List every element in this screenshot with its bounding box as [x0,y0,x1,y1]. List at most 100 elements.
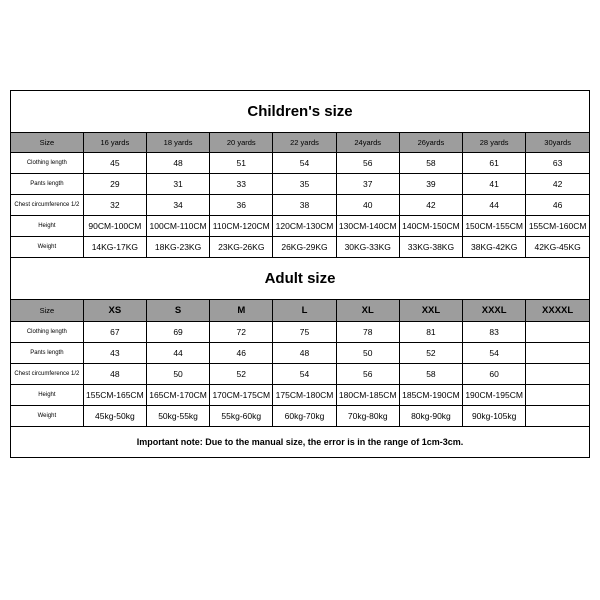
cell: 42 [526,174,589,195]
cell: 60kg-70kg [273,406,336,427]
cell: 56 [336,364,399,385]
row-label: Pants length [11,343,83,364]
cell: 170CM-175CM [210,385,273,406]
cell: 67 [83,322,146,343]
cell: 58 [399,153,462,174]
table-row: Chest circumference 1/2 32 34 36 38 40 4… [11,195,589,216]
children-title: Children's size [11,91,589,133]
table-row: Clothing length 45 48 51 54 56 58 61 63 [11,153,589,174]
size-chart-outer: Children's size Size 16 yards 18 yards 2… [10,90,590,458]
cell: 46 [210,343,273,364]
cell: 51 [210,153,273,174]
children-table: Size 16 yards 18 yards 20 yards 22 yards… [11,133,589,258]
cell [526,343,589,364]
children-h-1: 16 yards [83,133,146,153]
adult-header-row: Size XS S M L XL XXL XXXL XXXXL [11,300,589,322]
cell: 110CM-120CM [210,216,273,237]
row-label: Chest circumference 1/2 [11,195,83,216]
cell: 30KG-33KG [336,237,399,258]
cell: 175CM-180CM [273,385,336,406]
row-label: Weight [11,406,83,427]
adult-h-1: XS [83,300,146,322]
cell: 81 [399,322,462,343]
cell: 29 [83,174,146,195]
cell [526,364,589,385]
adult-h-2: S [146,300,209,322]
cell: 50 [146,364,209,385]
cell: 75 [273,322,336,343]
cell: 80kg-90kg [399,406,462,427]
cell: 42KG-45KG [526,237,589,258]
cell: 54 [273,364,336,385]
cell: 45 [83,153,146,174]
cell: 36 [210,195,273,216]
cell: 61 [463,153,526,174]
children-h-3: 20 yards [210,133,273,153]
row-label: Height [11,216,83,237]
cell: 44 [146,343,209,364]
adult-h-3: M [210,300,273,322]
row-label: Weight [11,237,83,258]
cell: 54 [463,343,526,364]
cell: 90CM-100CM [83,216,146,237]
row-label: Clothing length [11,322,83,343]
table-row: Pants length 43 44 46 48 50 52 54 [11,343,589,364]
cell: 50kg-55kg [146,406,209,427]
cell: 48 [146,153,209,174]
children-h-0: Size [11,133,83,153]
cell: 38 [273,195,336,216]
cell: 100CM-110CM [146,216,209,237]
cell: 78 [336,322,399,343]
row-label: Pants length [11,174,83,195]
cell: 90kg-105kg [463,406,526,427]
table-row: Chest circumference 1/2 48 50 52 54 56 5… [11,364,589,385]
cell: 43 [83,343,146,364]
cell: 165CM-170CM [146,385,209,406]
cell: 56 [336,153,399,174]
important-note: Important note: Due to the manual size, … [11,427,589,458]
cell: 60 [463,364,526,385]
cell: 63 [526,153,589,174]
children-h-5: 24yards [336,133,399,153]
table-row: Pants length 29 31 33 35 37 39 41 42 [11,174,589,195]
cell: 70kg-80kg [336,406,399,427]
cell: 155CM-165CM [83,385,146,406]
cell: 72 [210,322,273,343]
cell: 35 [273,174,336,195]
adult-table: Size XS S M L XL XXL XXXL XXXXL Clothing… [11,300,589,427]
cell: 38KG-42KG [463,237,526,258]
size-chart-page: Children's size Size 16 yards 18 yards 2… [0,0,600,600]
children-h-8: 30yards [526,133,589,153]
cell: 41 [463,174,526,195]
cell: 50 [336,343,399,364]
adult-h-8: XXXXL [526,300,589,322]
adult-h-6: XXL [399,300,462,322]
cell: 52 [399,343,462,364]
cell: 140CM-150CM [399,216,462,237]
adult-h-0: Size [11,300,83,322]
cell [526,406,589,427]
cell: 48 [83,364,146,385]
cell: 83 [463,322,526,343]
cell: 185CM-190CM [399,385,462,406]
cell: 44 [463,195,526,216]
children-h-6: 26yards [399,133,462,153]
adult-h-7: XXXL [463,300,526,322]
children-h-2: 18 yards [146,133,209,153]
cell: 34 [146,195,209,216]
adult-title: Adult size [11,258,589,300]
table-row: Clothing length 67 69 72 75 78 81 83 [11,322,589,343]
cell: 39 [399,174,462,195]
cell: 18KG-23KG [146,237,209,258]
cell: 46 [526,195,589,216]
cell: 45kg-50kg [83,406,146,427]
table-row: Weight 45kg-50kg 50kg-55kg 55kg-60kg 60k… [11,406,589,427]
cell: 33KG-38KG [399,237,462,258]
row-label: Height [11,385,83,406]
cell: 52 [210,364,273,385]
children-h-7: 28 yards [463,133,526,153]
row-label: Chest circumference 1/2 [11,364,83,385]
cell: 69 [146,322,209,343]
children-h-4: 22 yards [273,133,336,153]
cell [526,385,589,406]
